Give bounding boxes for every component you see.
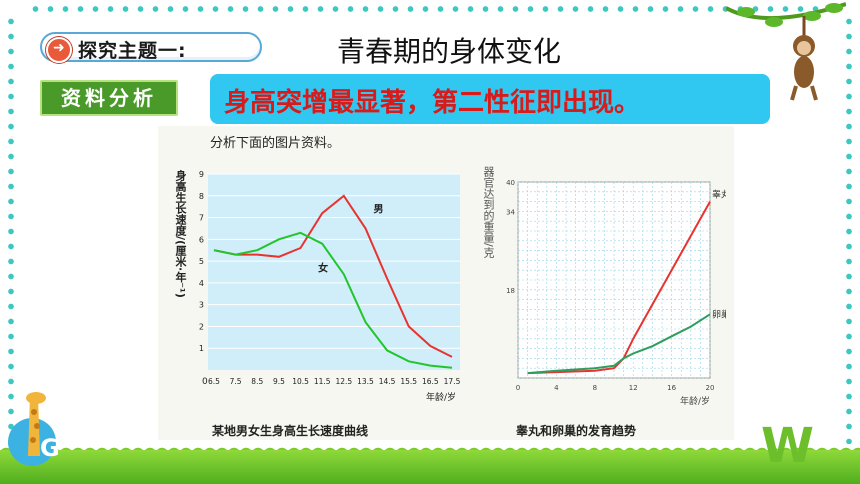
x-tick-label: 8.5 — [251, 377, 263, 386]
page-title: 青春期的身体变化 — [337, 35, 562, 68]
right-chart-ylabel: 器官达到的重量/克 — [482, 166, 495, 258]
y-tick-label: 3 — [199, 301, 204, 310]
y-tick-label: 4 — [199, 279, 204, 288]
letter-w-decoration: W — [761, 418, 814, 474]
y-tick-label: 2 — [199, 322, 204, 331]
section-tag: 资料分析 — [40, 80, 178, 116]
topic-label: 探究主题一: — [78, 40, 187, 62]
y-tick-label: 5 — [199, 257, 204, 266]
series-label: 睾丸 — [712, 189, 726, 201]
x-tick-label: 12 — [629, 384, 638, 392]
key-point-banner: 身高突增最显著，第二性征即出现。 — [210, 74, 770, 124]
x-tick-label: 12.5 — [335, 377, 352, 386]
series-label: 女 — [318, 262, 328, 275]
y-tick-label: 8 — [199, 192, 204, 201]
x-tick-label: 10.5 — [292, 377, 309, 386]
x-tick-label: 13.5 — [357, 377, 374, 386]
monkey-icon — [726, 2, 846, 101]
left-chart-caption: 某地男女生身高生长速度曲线 — [212, 424, 369, 438]
x-origin-label: 0 — [202, 377, 208, 387]
series-line-male — [213, 194, 453, 358]
y-tick-label: 40 — [506, 179, 515, 187]
series-line-ovary — [527, 313, 711, 375]
x-tick-label: 20 — [706, 384, 715, 392]
series-label: 男 — [373, 203, 383, 215]
x-tick-label: 11.5 — [314, 377, 331, 386]
y-tick-label: 18 — [506, 287, 515, 295]
right-chart-caption: 睾丸和卵巢的发育趋势 — [516, 424, 637, 438]
x-axis-label: 年龄/岁 — [426, 391, 456, 403]
series-line-female — [213, 231, 453, 369]
dotted-border-top — [28, 4, 832, 14]
series-line-testis — [527, 201, 711, 375]
growth-rate-chart: 1 2 3 4 5 6 7 8 9 0 6.5 7.5 8.5 9.5 10.5 11.5 12.5 13.5 14… — [199, 170, 461, 403]
x-tick-label: 15.5 — [400, 377, 417, 386]
x-tick-label: 8 — [593, 384, 597, 392]
x-axis-label: 年龄/岁 — [680, 395, 710, 407]
y-tick-label: 6 — [199, 235, 204, 244]
y-tick-label: 1 — [199, 344, 204, 353]
plot-area — [208, 174, 460, 370]
left-chart-ylabel: 身高生长速度/(厘米·年⁻¹) — [174, 170, 187, 298]
x-tick-label: 9.5 — [273, 377, 285, 386]
x-tick-label: 14.5 — [379, 377, 396, 386]
giraffe-icon: G — [8, 392, 60, 466]
x-tick-label: 4 — [554, 384, 559, 392]
x-tick-label: 17.5 — [444, 377, 461, 386]
grass-footer — [0, 450, 860, 484]
y-tick-label: 7 — [199, 214, 204, 223]
grass-edge — [0, 444, 860, 454]
svg-text:G: G — [40, 434, 60, 462]
series-label: 卵巢 — [712, 308, 726, 320]
figure-note: 分析下面的图片资料。 — [210, 136, 341, 151]
x-tick-label: 7.5 — [230, 377, 242, 386]
x-tick-label: 6.5 — [208, 377, 220, 386]
x-tick-label: 16 — [667, 384, 676, 392]
dotted-border-right — [844, 14, 854, 444]
x-tick-label: 16.5 — [422, 377, 439, 386]
x-tick-label: 0 — [516, 384, 520, 392]
banner-text: 身高突增最显著，第二性征即出现。 — [224, 88, 641, 118]
dotted-border-left — [6, 14, 16, 444]
y-tick-label: 9 — [199, 170, 204, 179]
y-tick-label: 34 — [506, 208, 515, 216]
figure-panel: 分析下面的图片资料。 身高生长速度/(厘米·年⁻¹) 1 2 3 4 5 6 7 8 9 0 6.5… — [158, 126, 734, 440]
arrow-right-icon: ➜ — [46, 37, 72, 63]
topic-pill: ➜ 探究主题一: — [40, 32, 262, 63]
